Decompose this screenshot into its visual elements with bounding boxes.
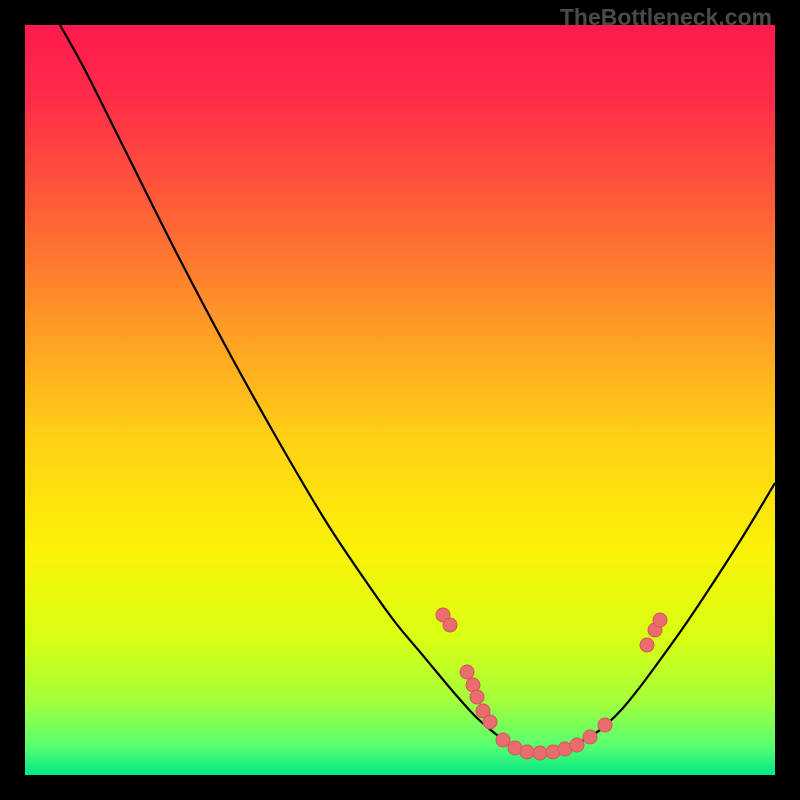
chart-container: TheBottleneck.com xyxy=(0,0,800,800)
data-marker xyxy=(443,618,457,632)
data-marker xyxy=(520,745,534,759)
watermark-text: TheBottleneck.com xyxy=(560,4,772,31)
bottleneck-curve xyxy=(60,25,775,751)
data-markers xyxy=(436,608,667,760)
data-marker xyxy=(570,738,584,752)
data-marker xyxy=(483,715,497,729)
data-marker xyxy=(496,733,510,747)
data-marker xyxy=(640,638,654,652)
data-marker xyxy=(460,665,474,679)
data-marker xyxy=(533,746,547,760)
curve-layer xyxy=(25,25,775,775)
data-marker xyxy=(583,730,597,744)
data-marker xyxy=(470,690,484,704)
data-marker xyxy=(653,613,667,627)
plot-area xyxy=(25,25,775,775)
data-marker xyxy=(598,718,612,732)
